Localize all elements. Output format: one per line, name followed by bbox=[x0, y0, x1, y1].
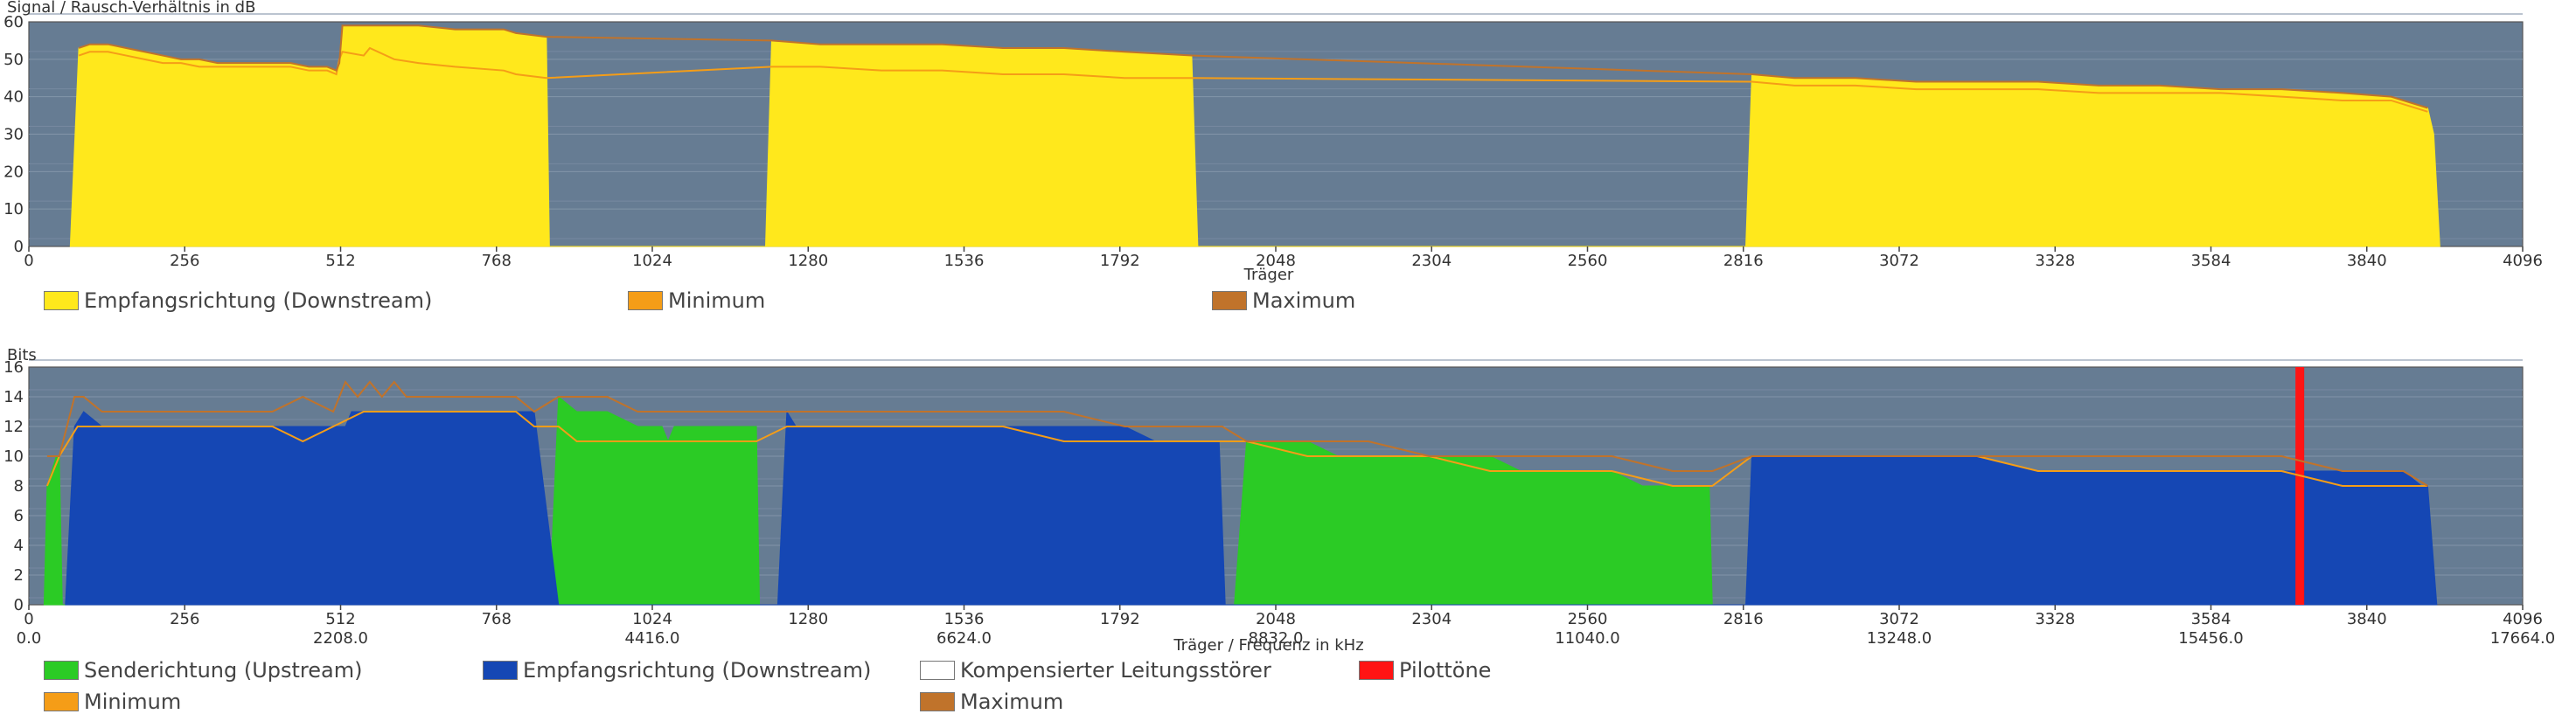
legend-label: Empfangsrichtung (Downstream) bbox=[84, 288, 433, 313]
chart2-xtick-label: 0 bbox=[24, 610, 33, 628]
legend-swatch-line-noise bbox=[920, 661, 955, 680]
chart2-khz-tick-label: 11040.0 bbox=[1555, 629, 1619, 648]
chart2-xtick-label: 2816 bbox=[1723, 610, 1764, 628]
chart2-xtick-label: 256 bbox=[170, 610, 199, 628]
chart1-y-axis-title: Signal / Rausch-Verhältnis in dB bbox=[7, 0, 255, 17]
chart1-xtick-label: 3840 bbox=[2347, 252, 2387, 270]
legend-label: Minimum bbox=[84, 690, 182, 714]
legend-item-minimum[interactable]: Minimum bbox=[628, 288, 765, 313]
chart2-ytick-label: 0 bbox=[14, 596, 24, 614]
chart1-xtick-label: 2816 bbox=[1723, 252, 1764, 270]
chart1-xtick-label: 768 bbox=[482, 252, 512, 270]
legend-label: Empfangsrichtung (Downstream) bbox=[523, 658, 872, 683]
chart1-xtick-label: 3584 bbox=[2191, 252, 2231, 270]
chart1-ytick-label: 40 bbox=[3, 88, 24, 107]
chart1-xtick-label: 1024 bbox=[632, 252, 672, 270]
legend-item-downstream[interactable]: Empfangsrichtung (Downstream) bbox=[44, 288, 432, 313]
legend-item-minimum[interactable]: Minimum bbox=[44, 690, 181, 714]
chart2-xtick-label: 1792 bbox=[1100, 610, 1140, 628]
legend-label: Kompensierter Leitungsstörer bbox=[960, 658, 1271, 683]
legend-swatch-pilot-tones bbox=[1359, 661, 1394, 680]
chart2-xtick-label: 2304 bbox=[1411, 610, 1452, 628]
chart1-ytick-label: 50 bbox=[3, 51, 24, 69]
chart2-ytick-label: 16 bbox=[3, 358, 24, 377]
chart2-xtick-label: 3328 bbox=[2035, 610, 2075, 628]
chart2-ytick-label: 6 bbox=[14, 507, 24, 525]
legend-swatch-minimum bbox=[628, 291, 663, 310]
chart1-xtick-label: 0 bbox=[24, 252, 33, 270]
legend-swatch-maximum bbox=[920, 692, 955, 711]
chart2-ytick-label: 8 bbox=[14, 477, 24, 496]
chart2-y-axis-title: Bits bbox=[7, 346, 37, 364]
legend-item-upstream[interactable]: Senderichtung (Upstream) bbox=[44, 658, 362, 683]
pilot-tone-marker bbox=[2295, 367, 2305, 605]
chart1-xtick-label: 2048 bbox=[1256, 252, 1296, 270]
chart2-ytick-label: 10 bbox=[3, 447, 24, 466]
chart1-xtick-label: 512 bbox=[325, 252, 355, 270]
chart2-ytick-label: 12 bbox=[3, 418, 24, 436]
legend-label: Pilottöne bbox=[1399, 658, 1492, 683]
chart2-ytick-label: 14 bbox=[3, 388, 24, 406]
chart1-xtick-label: 2304 bbox=[1411, 252, 1452, 270]
legend-item-line-noise[interactable]: Kompensierter Leitungsstörer bbox=[920, 658, 1271, 683]
chart2-khz-tick-label: 0.0 bbox=[17, 629, 42, 648]
chart1-ytick-label: 10 bbox=[3, 200, 24, 218]
chart2-xtick-label: 2560 bbox=[1568, 610, 1608, 628]
chart2-xtick-label: 2048 bbox=[1256, 610, 1296, 628]
chart1-series-minimum bbox=[78, 46, 2428, 113]
chart2-khz-tick-label: 17664.0 bbox=[2490, 629, 2555, 648]
chart1-xtick-label: 4096 bbox=[2503, 252, 2543, 270]
legend-swatch-maximum bbox=[1212, 291, 1247, 310]
chart2-ytick-label: 4 bbox=[14, 537, 24, 555]
chart2-xtick-label: 1280 bbox=[788, 610, 828, 628]
chart1-xtick-label: 1280 bbox=[788, 252, 828, 270]
chart1-ytick-label: 30 bbox=[3, 126, 24, 144]
legend-item-maximum[interactable]: Maximum bbox=[1212, 288, 1355, 313]
chart1-xtick-label: 3328 bbox=[2035, 252, 2075, 270]
chart2-xtick-label: 768 bbox=[482, 610, 512, 628]
chart1-xtick-label: 2560 bbox=[1568, 252, 1608, 270]
chart1-ytick-label: 20 bbox=[3, 163, 24, 181]
chart2-xtick-label: 4096 bbox=[2503, 610, 2543, 628]
chart2-xtick-label: 1536 bbox=[944, 610, 985, 628]
chart2-khz-tick-label: 13248.0 bbox=[1867, 629, 1932, 648]
chart1-x-axis-title: Träger bbox=[1243, 266, 1294, 284]
chart2-khz-tick-label: 2208.0 bbox=[313, 629, 368, 648]
chart2-xtick-label: 3584 bbox=[2191, 610, 2231, 628]
legend-swatch-downstream bbox=[44, 291, 79, 310]
chart1-xtick-label: 256 bbox=[170, 252, 199, 270]
legend-item-pilot-tones[interactable]: Pilottöne bbox=[1359, 658, 1491, 683]
legend-label: Minimum bbox=[668, 288, 766, 313]
chart2-xtick-label: 3072 bbox=[1879, 610, 1919, 628]
chart1-xtick-label: 3072 bbox=[1879, 252, 1919, 270]
legend-label: Maximum bbox=[960, 690, 1064, 714]
chart2-khz-tick-label: 8832.0 bbox=[1249, 629, 1304, 648]
legend-swatch-downstream bbox=[483, 661, 518, 680]
chart2-x-axis-title: Träger / Frequenz in kHz bbox=[1173, 636, 1363, 655]
legend-label: Senderichtung (Upstream) bbox=[84, 658, 363, 683]
chart2-khz-tick-label: 15456.0 bbox=[2178, 629, 2243, 648]
chart2-xtick-label: 512 bbox=[325, 610, 355, 628]
legend-item-maximum[interactable]: Maximum bbox=[920, 690, 1063, 714]
legend-swatch-minimum bbox=[44, 692, 79, 711]
chart2-khz-tick-label: 4416.0 bbox=[625, 629, 680, 648]
chart1-series-maximum bbox=[78, 24, 2428, 109]
legend-item-downstream[interactable]: Empfangsrichtung (Downstream) bbox=[483, 658, 871, 683]
chart1-ytick-label: 0 bbox=[14, 238, 24, 256]
chart2-khz-tick-label: 6624.0 bbox=[936, 629, 992, 648]
chart1-xtick-label: 1536 bbox=[944, 252, 985, 270]
chart2-xtick-label: 3840 bbox=[2347, 610, 2387, 628]
legend-label: Maximum bbox=[1252, 288, 1356, 313]
chart2-series-maximum bbox=[46, 380, 2428, 487]
chart1-ytick-label: 60 bbox=[3, 13, 24, 31]
legend-swatch-upstream bbox=[44, 661, 79, 680]
chart1-xtick-label: 1792 bbox=[1100, 252, 1140, 270]
chart2-xtick-label: 1024 bbox=[632, 610, 672, 628]
chart2-ytick-label: 2 bbox=[14, 566, 24, 585]
